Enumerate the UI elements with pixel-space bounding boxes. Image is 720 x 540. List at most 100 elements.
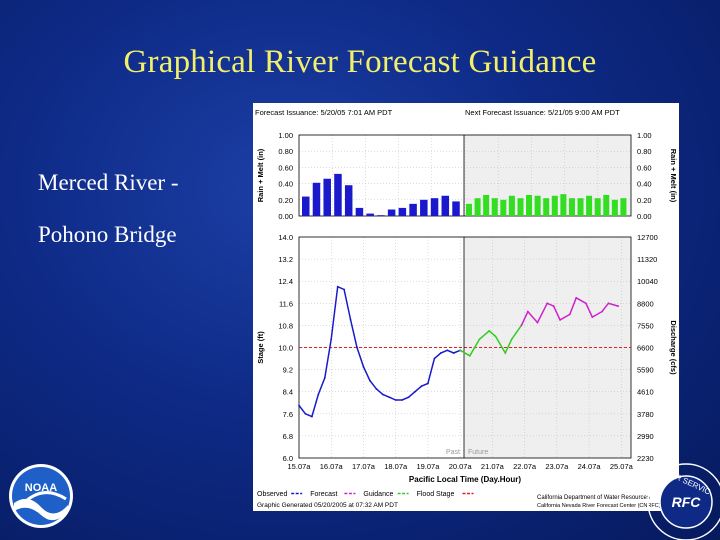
- bar-forecast: [543, 198, 550, 216]
- series-point-forecast: [591, 316, 594, 319]
- past-label: Past: [446, 449, 460, 456]
- bottom-xtick: 19.07a: [416, 462, 440, 471]
- rfc-logo: RFC ATHER SERVIC: [647, 463, 720, 540]
- series-point-observed: [298, 404, 300, 407]
- bottom-ytick-right: 7550: [637, 321, 654, 330]
- bar-observed: [452, 201, 460, 216]
- series-point-observed: [369, 379, 371, 382]
- forecast-chart-panel: Forecast Issuance: 5/20/05 7:01 AM PDT Ne…: [253, 103, 679, 511]
- bar-forecast: [586, 195, 593, 216]
- bottom-ytick-right: 4610: [637, 388, 654, 397]
- bottom-xtick: 22.07a: [513, 462, 537, 471]
- bar-observed: [334, 173, 342, 216]
- noaa-logo-text: NOAA: [25, 482, 57, 494]
- bottom-ytick-right: 8800: [637, 299, 654, 308]
- bar-observed: [420, 199, 428, 216]
- bottom-ytick-left: 14.0: [278, 233, 293, 242]
- bottom-xtick: 18.07a: [384, 462, 408, 471]
- series-point-observed: [323, 376, 326, 379]
- series-point-guidance: [504, 352, 507, 354]
- bottom-xtick: 25.07a: [610, 462, 634, 471]
- bar-forecast: [551, 195, 558, 216]
- bottom-ytick-right: 11320: [637, 255, 657, 264]
- bottom-ytick-right: 12700: [637, 233, 658, 242]
- bottom-ytick-right: 5590: [637, 366, 654, 375]
- slide-title: Graphical River Forecast Guidance: [123, 44, 597, 80]
- bar-forecast: [620, 198, 627, 216]
- bottom-ytick-left: 12.4: [278, 277, 293, 286]
- series-point-forecast: [520, 324, 523, 327]
- bar-observed: [302, 196, 310, 216]
- bottom-ytick-left: 8.4: [283, 388, 293, 397]
- chart-header-issuance: Forecast Issuance: 5/20/05 7:01 AM PDT: [255, 108, 393, 117]
- legend-label: Observed: [257, 491, 287, 498]
- series-point-forecast: [536, 321, 539, 324]
- series-line-observed: [298, 285, 461, 418]
- river-name-label: Merced River -: [38, 170, 179, 195]
- bar-observed: [430, 198, 439, 216]
- top-ytick-left: 0.00: [278, 212, 293, 221]
- top-ytick-right: 1.00: [637, 131, 652, 140]
- series-point-observed: [356, 346, 358, 349]
- legend-label: Guidance: [363, 491, 393, 498]
- chart-header-next-issuance: Next Forecast Issuance: 5/21/05 9:00 AM …: [465, 108, 620, 117]
- bar-forecast: [594, 198, 601, 216]
- bottom-ytick-left: 6.8: [283, 432, 293, 441]
- bar-observed: [355, 207, 364, 216]
- series-point-guidance: [488, 330, 491, 332]
- top-ytick-left: 0.60: [278, 163, 293, 172]
- series-point-observed: [401, 399, 404, 401]
- series-point-guidance: [459, 349, 462, 352]
- bottom-ytick-right: 2230: [637, 454, 654, 463]
- footer-generated: Graphic Generated 05/20/2005 at 07:32 AM…: [257, 502, 398, 509]
- series-point-observed: [407, 396, 410, 399]
- bar-forecast: [526, 194, 533, 216]
- bar-forecast: [517, 198, 524, 216]
- top-ytick-right: 0.60: [637, 163, 652, 172]
- series-point-observed: [304, 412, 307, 415]
- bottom-xtick: 24.07a: [578, 462, 602, 471]
- series-point-forecast: [607, 302, 610, 305]
- legend-label: Forecast: [310, 491, 337, 498]
- series-point-guidance: [478, 338, 481, 341]
- top-ytick-left: 0.80: [278, 147, 293, 156]
- bar-observed: [366, 213, 374, 216]
- bar-forecast: [483, 194, 490, 216]
- bottom-ylabel-right: Discharge (cfs): [669, 320, 678, 375]
- bar-forecast: [568, 198, 575, 216]
- series-point-observed: [439, 352, 442, 354]
- footer-agency-line2: California Nevada River Forecast Center …: [537, 503, 679, 509]
- bottom-xtick: 23.07a: [545, 462, 569, 471]
- bottom-ytick-left: 7.6: [283, 410, 293, 419]
- series-point-observed: [362, 365, 365, 368]
- series-point-observed: [343, 288, 346, 291]
- top-ylabel-right: Rain + Melt (in): [669, 149, 678, 203]
- series-point-forecast: [584, 302, 587, 305]
- top-ytick-right: 0.80: [637, 147, 652, 156]
- rfc-logo-text: RFC: [672, 494, 702, 510]
- top-ytick-left: 1.00: [278, 131, 293, 140]
- forecast-chart-svg: Forecast Issuance: 5/20/05 7:01 AM PDT Ne…: [255, 108, 679, 509]
- bottom-xtick: 15.07a: [288, 462, 312, 471]
- bottom-ytick-right: 6600: [637, 344, 654, 353]
- series-point-observed: [420, 385, 423, 388]
- series-point-forecast: [526, 310, 529, 313]
- bar-forecast: [508, 195, 515, 216]
- bar-forecast: [491, 198, 498, 216]
- series-point-forecast: [617, 305, 620, 307]
- bar-forecast: [534, 195, 541, 216]
- bar-observed: [398, 207, 407, 216]
- top-ylabel-left: Rain + Melt (in): [256, 148, 265, 202]
- bottom-ytick-left: 11.6: [279, 299, 293, 308]
- series-line-guidance: [459, 324, 523, 357]
- future-label: Future: [468, 449, 488, 456]
- bar-forecast: [474, 198, 481, 216]
- series-point-forecast: [546, 302, 549, 305]
- bar-forecast: [500, 199, 507, 216]
- bottom-ytick-right: 2990: [637, 432, 654, 441]
- bottom-ytick-left: 13.2: [278, 255, 293, 264]
- series-point-guidance: [468, 354, 471, 357]
- series-point-observed: [349, 318, 352, 321]
- bottom-ytick-left: 10.0: [278, 344, 293, 353]
- bar-observed: [377, 215, 385, 216]
